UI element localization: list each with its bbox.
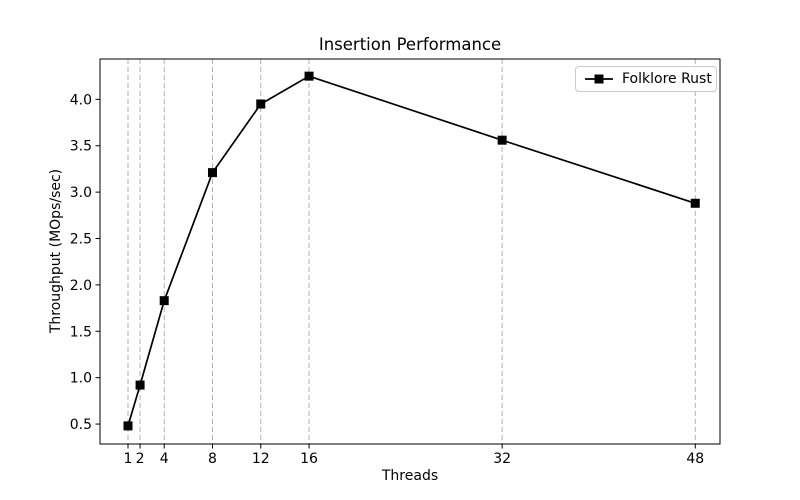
data-point-marker [159,296,169,306]
data-point-marker [135,380,145,390]
x-tick-label: 16 [300,451,318,467]
y-tick-label: 1.0 [70,371,92,387]
y-tick-label: 0.5 [70,417,92,433]
legend-label: Folklore Rust [622,71,712,87]
chart-title: Insertion Performance [318,35,502,54]
data-point-marker [690,198,700,208]
y-tick-label: 4.0 [70,92,92,108]
data-point-marker [497,135,507,145]
series-line [127,75,696,427]
data-point-marker [207,168,217,178]
x-tick-label: 8 [208,451,217,467]
data-point-marker [123,421,133,431]
y-tick-label: 1.5 [70,324,92,340]
x-tick-label: 32 [493,451,511,467]
x-tick-label: 2 [136,451,145,467]
plot-border [99,58,721,445]
x-tick-label: 4 [160,451,169,467]
legend: Folklore Rust [575,66,717,92]
legend-line-marker-icon [585,74,613,84]
x-tick-label: 48 [686,451,704,467]
x-tick-label: 12 [252,451,270,467]
x-tick-label: 1 [124,451,133,467]
x-axis-label: Threads [381,468,439,484]
data-point-marker [304,71,314,81]
y-tick-label: 2.5 [70,232,92,248]
y-axis-label-text: Throughput (MOps/sec) [48,168,64,334]
y-tick-label: 3.5 [70,139,92,155]
y-tick-label: 3.0 [70,185,92,201]
data-point-marker [256,99,266,109]
y-tick-label: 2.0 [70,278,92,294]
